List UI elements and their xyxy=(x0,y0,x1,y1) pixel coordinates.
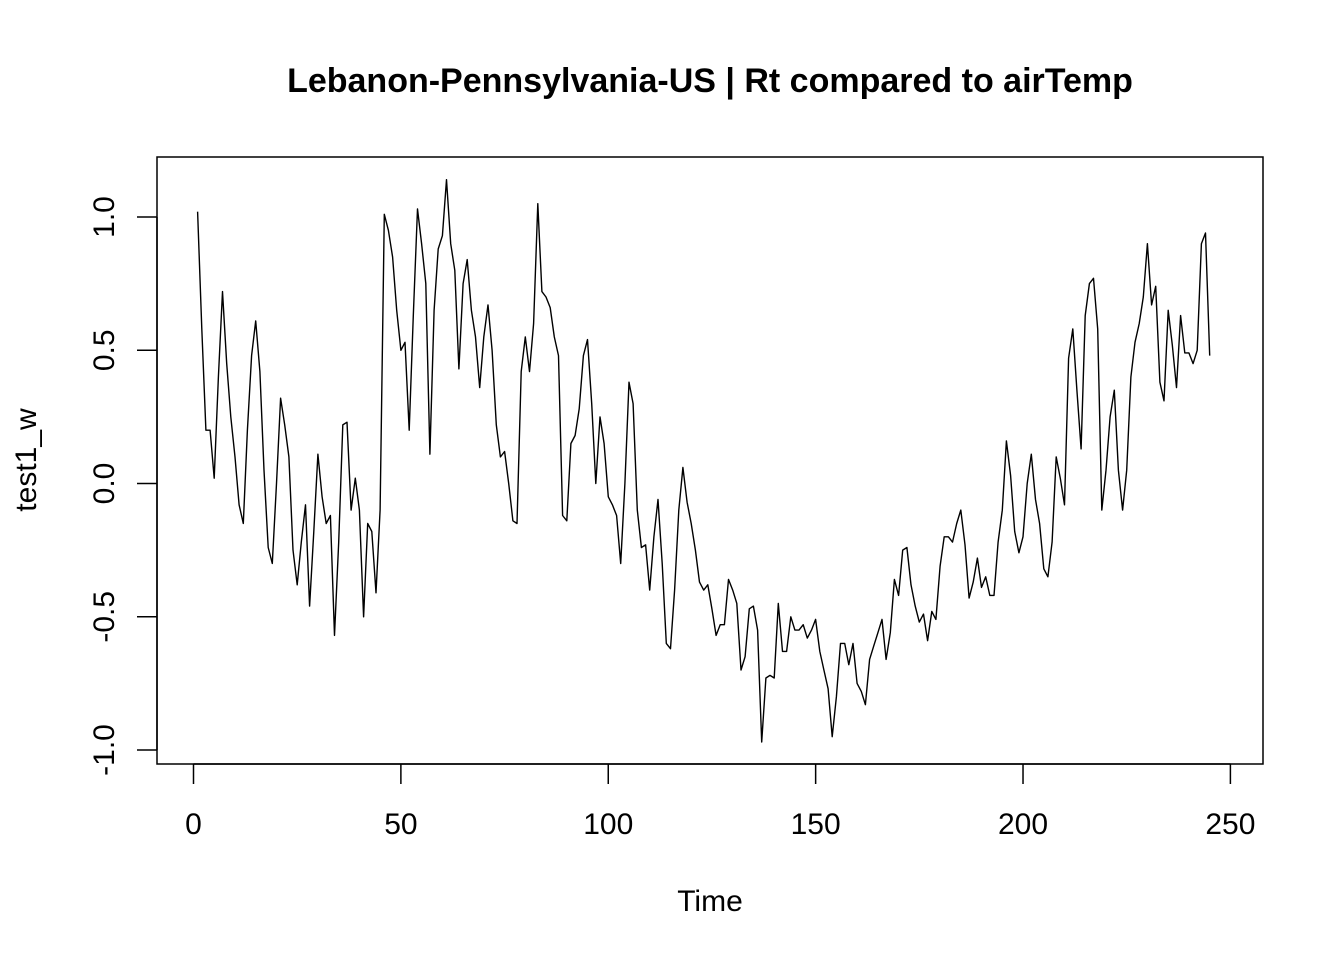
chart-title: Lebanon-Pennsylvania-US | Rt compared to… xyxy=(287,62,1133,100)
x-tick-label: 150 xyxy=(791,808,841,841)
x-tick-label: 250 xyxy=(1205,808,1255,841)
series-line xyxy=(196,178,1211,743)
plot-frame xyxy=(156,156,1264,765)
x-axis: 0 50 100 150 200 250 xyxy=(185,763,1255,841)
x-tick-label: 100 xyxy=(583,808,633,841)
x-tick-label: 200 xyxy=(998,808,1048,841)
y-tick-label: -1.0 xyxy=(88,724,121,776)
y-tick-label: 0.0 xyxy=(88,463,121,505)
x-tick-label: 0 xyxy=(185,808,202,841)
y-axis: -1.0 -0.5 0.0 0.5 1.0 xyxy=(88,196,158,776)
x-tick-label: 50 xyxy=(384,808,417,841)
y-tick-label: -0.5 xyxy=(88,591,121,643)
x-axis-label: Time xyxy=(677,885,743,918)
y-axis-label: test1_w xyxy=(10,408,43,512)
y-tick-label: 1.0 xyxy=(88,196,121,238)
y-tick-label: 0.5 xyxy=(88,329,121,371)
